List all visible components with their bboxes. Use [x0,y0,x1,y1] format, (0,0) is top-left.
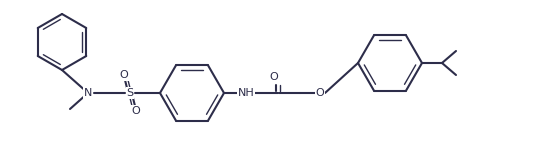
Text: O: O [270,72,278,82]
Text: S: S [126,88,134,98]
Text: O: O [132,106,141,116]
Text: N: N [84,88,92,98]
Text: O: O [316,88,324,98]
Text: NH: NH [238,88,255,98]
Text: O: O [119,70,129,80]
